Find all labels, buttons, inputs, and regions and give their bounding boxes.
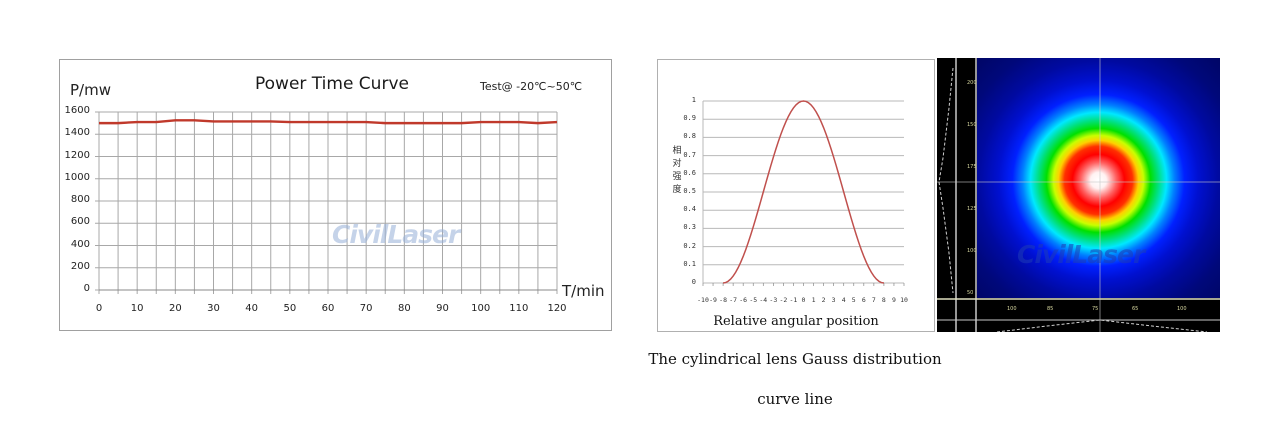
svg-text:175: 175 — [967, 164, 977, 170]
y-tick-label: 1000 — [64, 171, 90, 183]
y-tick-label: 600 — [70, 216, 90, 228]
watermark: CivilLaser — [332, 220, 460, 249]
x-tick-label: -3 — [769, 296, 778, 304]
x-tick-label: 0 — [801, 296, 806, 304]
y-tick-label: 0.5 — [683, 187, 696, 195]
x-tick-label: 20 — [168, 303, 182, 314]
x-tick-label: -4 — [759, 296, 768, 304]
x-tick-label: -6 — [739, 296, 748, 304]
x-tick-label: -5 — [749, 296, 758, 304]
x-tick-label: 40 — [245, 303, 259, 314]
y-tick-label: 0.2 — [683, 241, 696, 250]
x-axis-label: T/min — [562, 282, 605, 300]
svg-text:100: 100 — [1007, 306, 1017, 312]
x-tick-label: 2 — [821, 296, 826, 304]
y-tick-label: 1200 — [64, 149, 90, 161]
beam-profile-image: 200 150 175 125 100 50 100 85 75 65 100 CivilLa… — [937, 58, 1220, 332]
svg-text:150: 150 — [967, 122, 977, 128]
x-tick-label: -7 — [729, 296, 738, 304]
y-tick-label: 200 — [70, 260, 90, 272]
y-tick-label: 800 — [70, 194, 90, 205]
svg-text:125: 125 — [967, 206, 977, 212]
y-axis-label-char: 对 — [672, 159, 682, 169]
svg-text:85: 85 — [1047, 306, 1053, 312]
x-tick-label: 1 — [811, 296, 816, 304]
gaussian-plot-area — [702, 100, 905, 286]
y-tick-label: 0.1 — [683, 259, 696, 268]
x-tick-label: 80 — [397, 303, 411, 314]
x-tick-label: 10 — [900, 296, 908, 304]
x-tick-label: 110 — [509, 303, 529, 314]
x-tick-label: 3 — [831, 296, 836, 304]
y-axis-label-char: 度 — [672, 185, 682, 195]
x-tick-label: 50 — [283, 303, 297, 314]
y-tick-label: 1 — [691, 96, 696, 104]
x-tick-label: 4 — [841, 296, 846, 304]
x-tick-label: 5 — [851, 296, 856, 304]
chart-title: Power Time Curve — [255, 74, 409, 94]
svg-text:50: 50 — [967, 290, 973, 296]
x-tick-label: 9 — [891, 296, 896, 304]
svg-text:65: 65 — [1132, 306, 1138, 312]
x-tick-label: 30 — [207, 303, 220, 314]
x-tick-label: 7 — [871, 296, 876, 304]
x-tick-label: -1 — [789, 296, 798, 304]
x-tick-label: -8 — [719, 296, 727, 304]
x-tick-label: 10 — [130, 303, 144, 314]
y-tick-label: 0.9 — [683, 114, 696, 123]
x-tick-label: 100 — [471, 303, 491, 314]
beam-intensity-map — [977, 58, 1220, 298]
x-tick-label: 60 — [321, 303, 335, 314]
y-tick-label: 400 — [70, 238, 90, 250]
y-tick-label: 0.4 — [683, 205, 696, 214]
y-axis-label: P/mw — [70, 81, 111, 99]
x-tick-label: 6 — [861, 296, 866, 304]
power-plot-area — [95, 111, 558, 294]
x-tick-label: -10 — [697, 296, 709, 304]
svg-text:75: 75 — [1092, 306, 1098, 312]
svg-text:100: 100 — [967, 248, 977, 254]
x-tick-label: -2 — [779, 296, 788, 304]
y-axis-label-char: 强 — [672, 172, 682, 182]
x-axis-label: Relative angular position — [713, 314, 879, 329]
gaussian-distribution-chart: 相对强度 1 0.9 0.8 0.7 0.6 0.5 0.4 0.3 0.2 0.1 0 -10 -9… — [657, 59, 935, 332]
watermark: CivilLaser — [1017, 240, 1145, 269]
test-condition-note: Test@ -20℃~50℃ — [480, 80, 583, 93]
x-tick-label: 0 — [95, 303, 103, 314]
y-axis-label-char: 相 — [672, 146, 682, 156]
svg-text:100: 100 — [1177, 306, 1187, 312]
power-time-chart: P/mw Power Time Curve Test@ -20℃~50℃ T/m… — [59, 59, 612, 331]
y-tick-label: 0.3 — [683, 223, 696, 232]
y-tick-label: 0 — [691, 278, 696, 286]
y-tick-label: 0.7 — [683, 150, 696, 159]
x-tick-label: 70 — [359, 303, 373, 314]
caption-line-1: The cylindrical lens Gauss distribution — [648, 350, 942, 368]
x-tick-label: 120 — [547, 303, 567, 314]
x-tick-label: 8 — [881, 296, 886, 304]
y-tick-label: 1600 — [64, 105, 90, 116]
y-tick-label: 0.6 — [683, 168, 696, 177]
x-tick-label: 90 — [436, 303, 449, 314]
y-tick-label: 0 — [83, 283, 90, 294]
y-axis-label: 相对强度 — [671, 145, 683, 197]
beam-profile-axes: 200 150 175 125 100 50 100 85 75 65 100 — [937, 58, 1220, 332]
caption-line-2: curve line — [757, 390, 833, 408]
x-tick-label: -9 — [709, 296, 717, 304]
y-tick-label: 0.8 — [683, 132, 696, 141]
y-tick-label: 1400 — [64, 127, 90, 139]
svg-text:200: 200 — [967, 80, 977, 86]
